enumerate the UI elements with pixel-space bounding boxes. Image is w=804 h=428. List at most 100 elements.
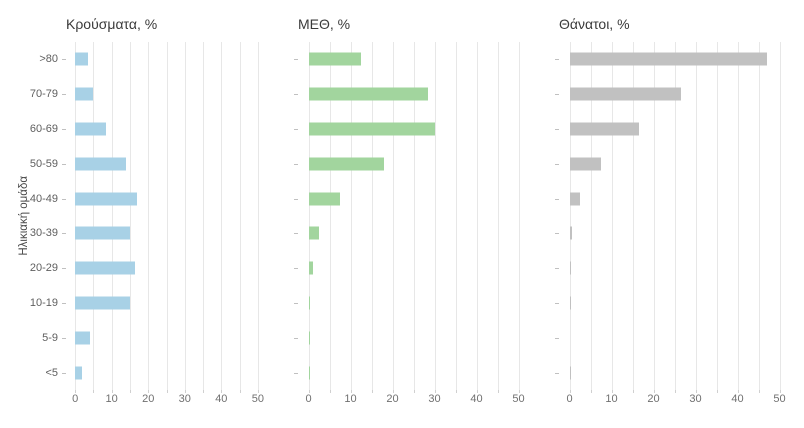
bar-70-79 (75, 87, 94, 101)
chart-row (294, 146, 529, 181)
bar-50-59 (569, 157, 601, 171)
gridline (653, 42, 655, 390)
gridline (455, 42, 457, 390)
chart-row (555, 251, 790, 286)
bar-60-69 (569, 122, 639, 136)
x-tick-mark (392, 390, 394, 393)
bar-30-39 (75, 226, 130, 240)
bar->80 (308, 52, 361, 66)
gridline (148, 42, 150, 390)
x-tick-label: 10 (105, 393, 118, 405)
x-tick-mark (674, 390, 676, 393)
chart-row (294, 355, 529, 390)
x-axis-icu: 0 10 20 30 40 50 (298, 393, 529, 407)
bar-<5 (308, 366, 310, 380)
gridline (518, 42, 520, 390)
gridline (75, 42, 77, 390)
gridline (476, 42, 478, 390)
x-tick-label: 50 (773, 393, 786, 405)
bar-20-29 (75, 261, 136, 275)
x-tick-label: 30 (428, 393, 441, 405)
x-axis-cases: 0 10 20 30 40 50 (66, 393, 267, 407)
chart-row (62, 77, 267, 112)
y-tick-mark (555, 94, 559, 96)
y-tick-label: 60-69 (29, 122, 58, 135)
chart-row (294, 286, 529, 321)
plot-area-deaths (555, 42, 790, 393)
y-tick-label: 10-19 (29, 296, 58, 309)
x-tick-mark (413, 390, 415, 393)
x-tick-mark (518, 390, 520, 393)
gridline (308, 42, 310, 390)
x-tick-label: 40 (470, 393, 483, 405)
chart-row (62, 286, 267, 321)
bar-30-39 (569, 226, 573, 240)
y-tick-mark (555, 128, 559, 130)
y-tick-mark (62, 163, 66, 165)
y-tick-label: <5 (45, 366, 58, 379)
plot-area-cases (62, 42, 267, 393)
bar-10-19 (308, 296, 310, 310)
gridline (632, 42, 634, 390)
chart-row (555, 146, 790, 181)
x-tick-mark (350, 390, 352, 393)
chart-row (62, 320, 267, 355)
x-tick-mark (148, 390, 150, 393)
y-tick-mark (555, 268, 559, 270)
y-tick-mark (62, 233, 66, 235)
y-tick-label: 40-49 (29, 192, 58, 205)
bar-60-69 (308, 122, 435, 136)
y-tick-mark (294, 163, 298, 165)
chart-row (294, 181, 529, 216)
bar-70-79 (569, 87, 681, 101)
y-tick-mark (62, 302, 66, 304)
x-tick-label: 30 (178, 393, 191, 405)
gridline (239, 42, 241, 390)
bar-5-9 (308, 331, 310, 345)
x-tick-mark (779, 390, 781, 393)
chart-row (62, 216, 267, 251)
y-tick-mark (555, 198, 559, 200)
y-tick-mark (555, 372, 559, 374)
y-axis-labels: >80 70-79 60-69 50-59 40-49 30-39 20-29 10-19 5-… (30, 42, 58, 390)
chart-row (294, 77, 529, 112)
x-tick-mark (75, 390, 77, 393)
x-tick-label: 20 (386, 393, 399, 405)
bar-5-9 (75, 331, 90, 345)
x-tick-label: 0 (566, 393, 573, 405)
x-tick-label: 20 (647, 393, 660, 405)
x-tick-mark (653, 390, 655, 393)
gridline (737, 42, 739, 390)
bar-60-69 (75, 122, 107, 136)
y-tick-mark (62, 337, 66, 339)
gridline (129, 42, 131, 390)
chart-row (294, 112, 529, 147)
y-tick-mark (294, 337, 298, 339)
chart-row (555, 286, 790, 321)
x-tick-label: 40 (215, 393, 228, 405)
bar-40-49 (569, 192, 580, 206)
chart-row (62, 42, 267, 77)
y-tick-mark (294, 128, 298, 130)
gridline (221, 42, 223, 390)
y-tick-mark (62, 268, 66, 270)
chart-row (555, 355, 790, 390)
x-tick-label: 0 (72, 393, 79, 405)
y-tick-mark (294, 372, 298, 374)
x-tick-label: 50 (512, 393, 525, 405)
bar-40-49 (75, 192, 138, 206)
bar-70-79 (308, 87, 429, 101)
x-tick-mark (239, 390, 241, 393)
bar-<5 (75, 366, 83, 380)
x-tick-mark (308, 390, 310, 393)
gridline (93, 42, 95, 390)
gridline (758, 42, 760, 390)
x-tick-mark (611, 390, 613, 393)
chart-row (555, 181, 790, 216)
x-tick-mark (455, 390, 457, 393)
bar-20-29 (569, 261, 571, 275)
x-tick-mark (632, 390, 634, 393)
y-tick-mark (294, 233, 298, 235)
y-tick-mark (555, 59, 559, 61)
